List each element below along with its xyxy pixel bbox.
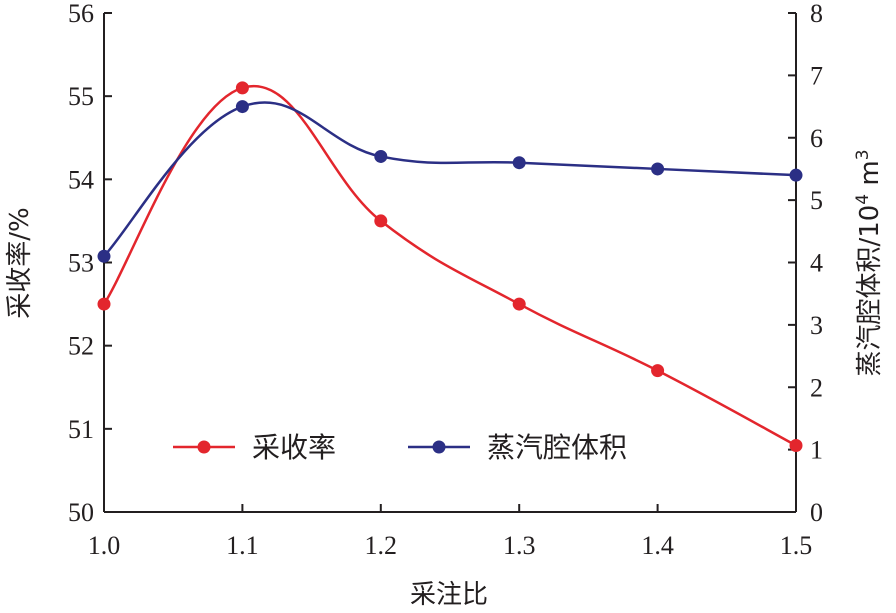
left-tick-label: 52 <box>68 332 94 361</box>
right-tick-label: 5 <box>810 186 823 215</box>
left-tick-label: 56 <box>68 0 94 28</box>
series-0-point <box>651 364 665 378</box>
series-1-point <box>651 162 665 176</box>
right-tick-label: 2 <box>810 373 823 402</box>
axes <box>103 13 797 513</box>
left-tick-label: 55 <box>68 82 94 111</box>
x-tick-label: 1.5 <box>780 531 813 560</box>
series-1-point <box>374 149 388 163</box>
legend-label-series-1: 蒸汽腔体积 <box>487 431 627 464</box>
right-axis-title-exp2: 3 <box>853 149 873 160</box>
legend-marker-series-0 <box>197 440 211 454</box>
right-axis-title: 蒸汽腔体积/104 m3 <box>853 149 885 376</box>
right-axis-title-unit: m <box>855 160 885 194</box>
x-axis-title: 采注比 <box>410 580 488 610</box>
series-0-point <box>235 81 249 95</box>
right-axis-title-main: 蒸汽腔体积/10 <box>855 205 885 377</box>
right-tick-label: 6 <box>810 124 823 153</box>
series-line-1 <box>103 101 797 258</box>
x-tick-label: 1.4 <box>641 531 674 560</box>
left-axis-title: 采收率/% <box>5 207 35 318</box>
right-tick-label: 7 <box>810 61 823 90</box>
right-tick-label: 1 <box>810 436 823 465</box>
series-1-point <box>512 156 526 170</box>
x-tick-label: 1.2 <box>365 531 398 560</box>
series-line-0 <box>102 84 797 447</box>
legend: 采收率 蒸汽腔体积 <box>173 431 627 464</box>
series-0-point <box>789 438 803 452</box>
series-0-point <box>374 214 388 228</box>
right-tick-label: 8 <box>810 0 823 28</box>
left-tick-label: 53 <box>68 249 94 278</box>
x-tick-label: 1.0 <box>88 531 121 560</box>
right-tick-label: 0 <box>810 498 823 527</box>
left-tick-label: 51 <box>68 415 94 444</box>
series-0-point <box>512 297 526 311</box>
left-tick-label: 54 <box>68 165 94 194</box>
x-tick-label: 1.1 <box>226 531 259 560</box>
right-tick-label: 3 <box>810 311 823 340</box>
left-tick-label: 50 <box>68 498 94 527</box>
series-1-point <box>97 249 111 263</box>
right-axis-title-exp1: 4 <box>853 194 873 205</box>
series-0-point <box>97 297 111 311</box>
x-tick-label: 1.3 <box>503 531 536 560</box>
series-layer <box>97 81 803 452</box>
series-1-point <box>235 100 249 114</box>
right-tick-label: 4 <box>810 249 823 278</box>
series-1-point <box>789 168 803 182</box>
legend-label-series-0: 采收率 <box>252 431 336 464</box>
legend-marker-series-1 <box>432 440 446 454</box>
